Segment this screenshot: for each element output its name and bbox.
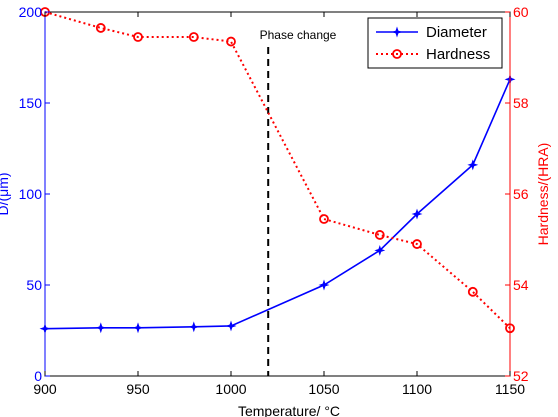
y-tick-label-right: 56	[513, 186, 529, 202]
y-axis-label-right: Hardness/(HRA)	[535, 143, 551, 246]
x-tick-label: 1100	[402, 381, 432, 397]
x-tick-label: 1050	[308, 381, 339, 397]
legend-box	[367, 17, 503, 69]
legend: Diameter Hardness	[367, 17, 503, 69]
data-point-hardness	[188, 32, 199, 42]
data-point-hardness	[319, 214, 329, 224]
x-tick-label: 1000	[215, 381, 246, 397]
y-tick-label-left: 100	[19, 186, 43, 202]
data-point-diameter	[411, 208, 423, 220]
y-tick-label-left: 200	[19, 4, 43, 20]
y-tick-label-right: 52	[513, 368, 529, 384]
y-tick-label-left: 150	[19, 95, 43, 111]
y-tick-label-right: 58	[513, 95, 529, 111]
data-point-diameter	[95, 322, 107, 334]
x-tick-label: 1150	[495, 381, 525, 397]
y-axis-label-left: D/(μm)	[0, 172, 11, 215]
y-tick-label-right: 60	[513, 4, 529, 20]
data-point-hardness	[226, 36, 236, 47]
data-point-diameter	[188, 321, 200, 333]
axes: 900 950 1000 1050 1100 1150 0 50 100 150 200 52 54 56…	[19, 4, 529, 397]
data-point-diameter	[318, 279, 330, 291]
legend-marker-hardness	[392, 49, 402, 59]
data-point-hardness	[95, 23, 106, 33]
data-point-diameter	[132, 322, 144, 334]
data-point-hardness	[467, 286, 478, 297]
y-tick-label-left: 50	[26, 277, 42, 293]
legend-marker-diameter	[391, 26, 403, 38]
data-point-diameter	[374, 244, 386, 256]
x-tick-label: 950	[126, 381, 150, 397]
data-point-diameter	[225, 320, 237, 332]
plot-area	[39, 7, 516, 376]
data-point-diameter	[467, 159, 479, 171]
x-axis-label: Temperature/ °C	[238, 403, 340, 417]
data-point-hardness	[412, 239, 422, 249]
data-point-hardness	[374, 230, 385, 240]
y-tick-label-right: 54	[513, 277, 529, 293]
phase-change-label: Phase change	[260, 28, 337, 42]
y-tick-label-left: 0	[34, 368, 42, 384]
x-tick-label: 900	[33, 381, 57, 397]
series-line-diameter	[44, 79, 511, 330]
data-point-hardness	[133, 32, 143, 42]
legend-label-diameter: Diameter	[426, 24, 487, 41]
legend-label-hardness: Hardness	[426, 46, 490, 63]
